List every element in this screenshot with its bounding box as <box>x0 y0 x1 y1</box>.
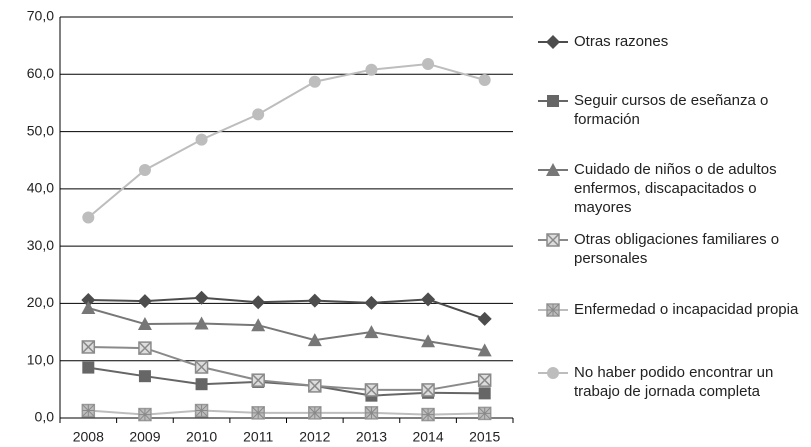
data-point <box>308 379 322 393</box>
legend-label: Enfermedad o incapacidad propia <box>574 301 799 318</box>
data-point <box>364 295 379 310</box>
data-point <box>421 407 435 422</box>
x-tick-label: 2013 <box>356 429 387 445</box>
x-tick-label: 2012 <box>299 429 330 445</box>
x-tick-label: 2011 <box>243 429 273 445</box>
data-point <box>421 383 435 397</box>
marker-hatch <box>478 407 492 420</box>
data-point <box>477 343 492 357</box>
x-tick-label: 2010 <box>186 429 217 445</box>
data-point <box>251 318 266 332</box>
data-point <box>477 373 492 387</box>
data-point <box>81 301 96 315</box>
data-point <box>251 373 265 387</box>
x-tick-label: 2009 <box>129 429 160 445</box>
marker-cross <box>81 340 95 354</box>
data-point <box>194 290 209 305</box>
legend-marker <box>547 367 559 379</box>
data-point <box>478 387 491 400</box>
data-point <box>138 341 152 355</box>
x-tick-label: 2008 <box>73 429 104 445</box>
data-point <box>252 108 265 121</box>
marker-cross <box>546 233 560 247</box>
x-tick-label: 2015 <box>469 429 500 445</box>
series-line <box>88 307 485 352</box>
legend-label: No haber podido encontrar un trabajo de … <box>574 364 774 400</box>
data-point <box>251 295 266 310</box>
marker-cross <box>138 341 152 355</box>
data-point <box>421 334 436 348</box>
legend-marker <box>547 95 559 107</box>
marker-cross <box>421 383 435 397</box>
legend-marker <box>546 35 560 49</box>
data-point <box>308 406 322 420</box>
data-point <box>364 325 379 339</box>
data-point <box>82 361 95 374</box>
y-tick-label: 60,0 <box>27 65 54 81</box>
data-point <box>364 406 379 420</box>
data-point <box>137 317 152 331</box>
data-point <box>422 57 435 70</box>
legend-marker <box>546 163 560 176</box>
legend-marker <box>546 233 560 247</box>
marker-hatch <box>421 408 435 421</box>
y-tick-label: 50,0 <box>27 122 54 138</box>
y-tick-label: 20,0 <box>27 294 54 310</box>
data-point <box>138 370 151 383</box>
data-point <box>194 316 209 330</box>
data-point <box>194 360 209 374</box>
marker-hatch <box>195 404 208 417</box>
legend-label: Seguir cursos de eseñanza o formación <box>574 92 769 128</box>
data-point <box>195 133 208 146</box>
data-point <box>138 163 151 176</box>
marker-cross <box>308 379 322 393</box>
data-point <box>478 74 491 87</box>
data-point <box>421 292 436 307</box>
marker-hatch <box>138 408 152 421</box>
marker-cross <box>251 373 265 387</box>
legend-marker <box>546 303 560 317</box>
series-line <box>87 62 485 219</box>
series-line <box>88 296 486 320</box>
data-point <box>194 403 209 418</box>
marker-cross <box>478 373 492 387</box>
y-tick-label: 40,0 <box>27 180 54 196</box>
data-point <box>195 378 208 391</box>
data-point <box>307 333 322 347</box>
data-point <box>364 383 379 397</box>
data-point <box>477 311 492 326</box>
data-point <box>138 407 152 422</box>
y-tick-label: 0,0 <box>35 409 55 425</box>
y-tick-label: 70,0 <box>27 8 54 24</box>
legend-label: Otras razones <box>574 33 669 50</box>
legend-label: Cuidado de niños o de adultos enfermos, … <box>574 161 777 216</box>
x-tick-label: 2014 <box>412 429 443 445</box>
series-line <box>88 345 485 391</box>
data-point <box>82 211 95 224</box>
data-point <box>365 63 378 76</box>
data-point <box>307 293 322 308</box>
data-point <box>81 403 96 418</box>
series-line <box>88 409 485 416</box>
data-point <box>477 406 492 421</box>
marker-hatch <box>546 303 560 317</box>
marker-hatch <box>81 404 95 417</box>
data-point <box>81 292 96 307</box>
marker-hatch <box>251 406 265 420</box>
data-point <box>81 340 96 354</box>
marker-cross <box>195 360 209 374</box>
marker-cross <box>364 383 378 397</box>
marker-hatch <box>308 406 322 420</box>
data-point <box>137 294 152 309</box>
y-tick-label: 10,0 <box>27 351 54 367</box>
data-point <box>308 75 321 88</box>
marker-hatch <box>365 406 378 420</box>
legend-label: Otras obligaciones familiares o personal… <box>574 231 780 267</box>
y-tick-label: 30,0 <box>27 237 54 253</box>
data-point <box>251 406 265 420</box>
